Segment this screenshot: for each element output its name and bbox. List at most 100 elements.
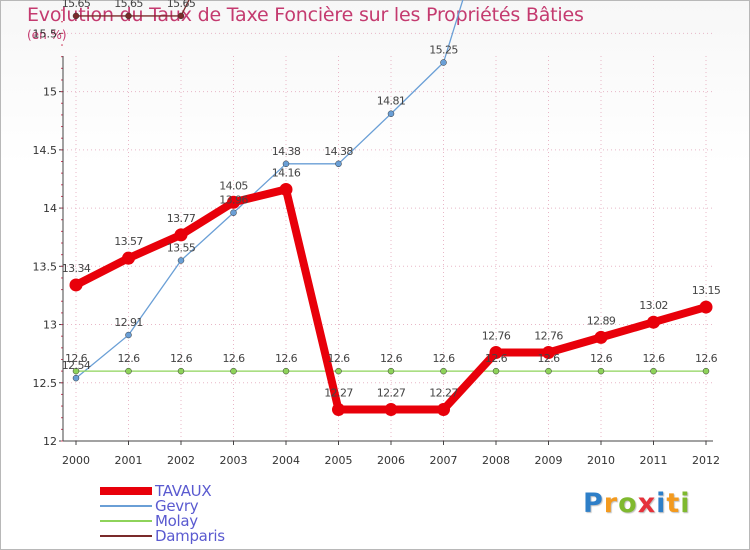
logo-letter: r [603,488,619,519]
logo-letter: P [583,488,604,519]
point-molay [545,367,552,375]
logo-letter: i [656,488,667,519]
data-label-tavaux: 13.02 [639,299,668,312]
y-minor-tick [61,393,63,395]
data-label-gevry: 12.54 [62,359,91,372]
point-tavaux [437,403,450,417]
data-label-tavaux: 13.57 [114,235,143,248]
logo-letter: i [680,488,691,519]
y-minor-tick [61,184,63,186]
x-tick-label: 2006 [377,454,405,467]
x-tick-label: 2010 [587,454,615,467]
data-labels: 13.34 13.57 13.77 14.05 14.16 12.27 12.27 12.27… [62,0,722,400]
point-molay [177,367,185,375]
point-gevry [230,209,237,216]
point-gevry [125,331,132,339]
y-minor-tick [61,242,63,244]
point-gevry [177,257,185,264]
y-minor-tick [61,9,63,11]
y-minor-tick [61,277,63,279]
data-label-damparis: 15.65 [167,0,196,10]
data-label-molay: 12.6 [642,352,665,365]
y-minor-tick [61,114,63,116]
legend-label-gevry: Gevry [155,497,199,515]
data-label-molay: 12.6 [222,352,245,365]
y-minor-tick [61,32,63,34]
data-label-molay: 12.6 [695,352,718,365]
point-tavaux [542,345,555,359]
y-minor-tick [61,67,63,69]
y-tick-label: 13 [43,319,57,332]
y-minor-tick [61,230,63,232]
y-minor-tick [61,160,63,162]
y-minor-tick [61,289,63,291]
y-minor-tick [61,137,63,139]
x-tick-label: 2011 [640,454,668,467]
data-label-tavaux: 12.27 [429,387,458,400]
point-molay [282,367,290,375]
data-label-molay: 12.6 [65,352,88,365]
data-label-molay: 12.6 [170,352,193,365]
line-chart: 1212.51313.51414.51515.51616.51717.51818… [33,0,722,467]
data-label-molay: 12.6 [432,352,455,365]
data-label-tavaux: 14.05 [219,179,248,192]
y-minor-tick [61,195,63,197]
x-tick-label: 2012 [692,454,720,467]
y-minor-tick [61,335,63,337]
legend-swatch-molay [100,520,152,522]
data-label-tavaux: 13.34 [62,262,91,275]
data-label-gevry: 14.81 [377,95,406,108]
legend-label-damparis: Damparis [155,527,225,545]
x-tick-label: 2002 [167,454,195,467]
point-gevry [72,374,80,382]
point-damparis [125,12,132,20]
point-molay [335,367,342,375]
data-label-molay: 12.6 [327,352,350,365]
data-label-molay: 12.6 [380,352,403,365]
y-minor-tick [61,347,63,349]
point-molay [387,367,395,375]
y-minor-tick [61,417,63,419]
point-damparis [72,12,80,20]
chart-title: Evolution du Taux de Taxe Foncière sur l… [27,4,584,26]
x-tick-label: 2003 [220,454,248,467]
y-tick-label: 12.5 [33,377,58,390]
y-minor-tick [61,405,63,407]
data-label-gevry: 14.38 [272,145,301,158]
point-tavaux [489,345,503,359]
x-tick-label: 2008 [482,454,510,467]
point-molay [597,367,605,375]
x-tick-label: 2007 [430,454,458,467]
point-gevry [387,110,395,117]
legend-swatch-gevry [100,505,152,507]
y-tick-label: 13.5 [33,260,58,273]
y-tick-label: 12 [43,435,57,448]
y-tick-label: 15.5 [33,27,58,40]
grid-lines [63,32,713,441]
point-molay [72,367,80,375]
point-gevry [440,59,447,66]
point-gevry [335,160,342,168]
y-minor-tick [61,79,63,81]
logo-letter: t [666,488,681,519]
y-minor-tick [61,428,63,430]
y-minor-tick [61,440,63,442]
data-label-gevry: 13.96 [219,194,248,207]
data-label-molay: 12.6 [275,352,298,365]
data-label-molay: 12.6 [117,352,140,365]
data-label-tavaux: 12.76 [534,329,563,342]
y-minor-tick [61,254,63,256]
y-minor-tick [61,172,63,174]
point-molay [492,367,500,375]
x-tick-label: 2004 [272,454,300,467]
data-label-tavaux: 13.77 [167,212,196,225]
legend-label-molay: Molay [155,512,198,530]
legend-swatch-tavaux [100,487,152,495]
y-minor-tick [61,56,63,58]
point-molay [702,367,710,375]
data-label-molay: 12.6 [537,352,560,365]
data-label-tavaux: 12.76 [482,329,511,342]
point-tavaux [384,403,398,417]
unit-label: (en %) [27,28,67,42]
x-tick-label: 2000 [62,454,90,467]
